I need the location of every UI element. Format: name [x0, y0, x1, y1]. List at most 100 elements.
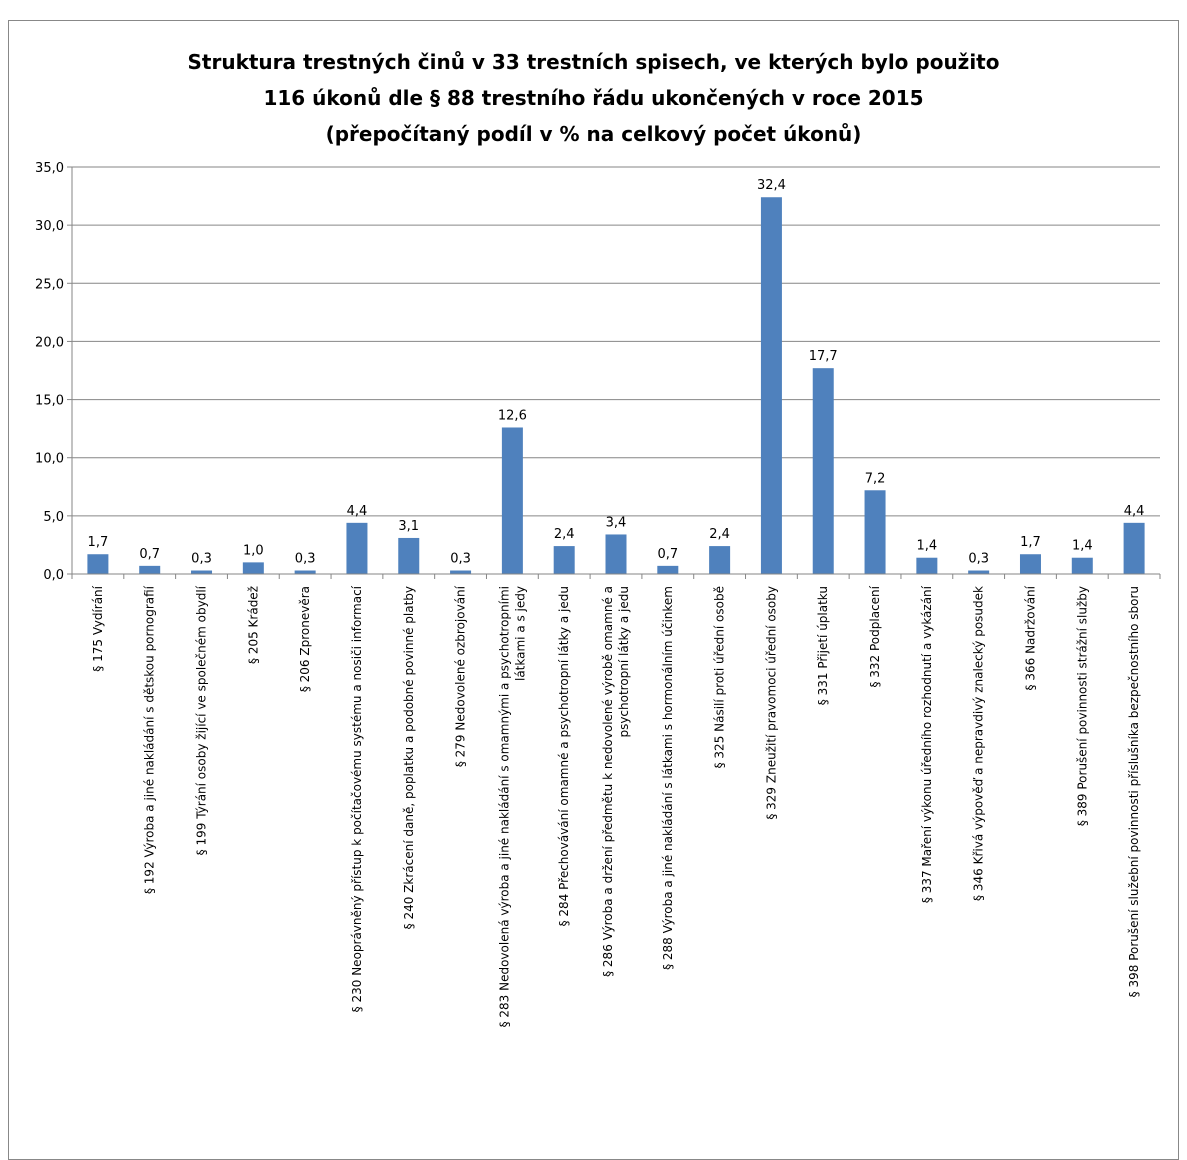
- bar: [864, 490, 886, 574]
- y-tick-label: 20,0: [35, 335, 64, 350]
- data-label: 0,3: [968, 552, 989, 567]
- data-label: 0,7: [139, 547, 160, 562]
- data-label: 2,4: [554, 527, 575, 542]
- data-label: 4,4: [347, 504, 368, 519]
- chart-title-line-2: 116 úkonů dle § 88 trestního řádu ukonče…: [263, 86, 924, 110]
- category-label: § 346 Křivá výpověď a nepravdivý znaleck…: [972, 586, 986, 901]
- bar: [553, 546, 575, 574]
- bars: [87, 197, 1145, 574]
- category-label-line: § 288 Výroba a jiné nakládání s látkami …: [661, 586, 675, 970]
- labels: 0,0 5,0 10,0 15,0 20,0 25,0 30,0 35,0 1,7 § 175 V…: [35, 161, 1144, 1027]
- category-label: § 230 Neoprávněný přístup k počítačovému…: [350, 585, 364, 1012]
- data-label: 0,7: [657, 547, 678, 562]
- bar: [242, 562, 264, 574]
- category-label: § 283 Nedovolená výroba a jiné nakládání…: [497, 586, 527, 1027]
- category-label: § 199 Týrání osoby žijící ve společném o…: [195, 585, 209, 855]
- category-label: § 337 Maření výkonu úředního rozhodnutí …: [920, 585, 934, 903]
- category-label: § 175 Vydírání: [91, 585, 105, 671]
- category-label: § 331 Přijetí úplatku: [816, 586, 830, 705]
- category-label-line: § 337 Maření výkonu úředního rozhodnutí …: [920, 585, 934, 903]
- category-label: § 332 Podplacení: [868, 585, 882, 687]
- bar: [605, 534, 627, 574]
- bar: [1019, 554, 1041, 574]
- data-label: 1,0: [243, 543, 264, 558]
- category-label: § 398 Porušení služební povinnosti přísl…: [1127, 586, 1141, 997]
- bar: [191, 570, 213, 574]
- category-label-line: § 346 Křivá výpověď a nepravdivý znaleck…: [972, 586, 986, 901]
- bar: [346, 522, 368, 574]
- category-label-line: § 389 Porušení povinnosti strážní služby: [1075, 586, 1089, 826]
- data-label: 32,4: [757, 178, 786, 193]
- category-label: § 279 Nedovolené ozbrojování: [454, 585, 468, 767]
- category-label-line: § 230 Neoprávněný přístup k počítačovému…: [350, 585, 364, 1012]
- chart-title: Struktura trestných činů v 33 trestních …: [0, 44, 1187, 152]
- bar: [398, 537, 420, 574]
- data-label: 1,7: [1020, 535, 1041, 550]
- category-label-line: § 398 Porušení služební povinnosti přísl…: [1127, 586, 1141, 997]
- category-label: § 366 Nadržování: [1023, 585, 1037, 690]
- bar: [139, 565, 161, 574]
- y-tick-label: 0,0: [43, 568, 64, 583]
- category-label-line: § 331 Přijetí úplatku: [816, 586, 830, 705]
- data-label: 17,7: [809, 349, 838, 364]
- category-label-line: § 192 Výroba a jiné nakládání s dětskou …: [143, 585, 157, 894]
- y-tick-label: 35,0: [35, 161, 64, 176]
- category-label: § 288 Výroba a jiné nakládání s látkami …: [661, 586, 675, 970]
- category-label-line: § 329 Zneužití pravomoci úřední osoby: [764, 586, 778, 820]
- bar: [968, 570, 990, 574]
- bar: [812, 368, 834, 574]
- bar: [760, 197, 782, 574]
- category-label: § 389 Porušení povinnosti strážní služby: [1075, 586, 1089, 826]
- gridlines: [72, 166, 1160, 517]
- category-label-line: § 366 Nadržování: [1023, 585, 1037, 690]
- category-label: § 240 Zkrácení daně, poplatku a podobné …: [402, 586, 416, 929]
- category-label-line: § 279 Nedovolené ozbrojování: [454, 585, 468, 767]
- data-label: 3,1: [398, 519, 419, 534]
- data-label: 2,4: [709, 527, 730, 542]
- bar: [501, 427, 523, 574]
- chart-title-line-1: Struktura trestných činů v 33 trestních …: [187, 50, 1000, 74]
- category-label-line: § 325 Násilí proti úřední osobě: [713, 586, 727, 768]
- data-label: 12,6: [498, 408, 527, 423]
- bar: [1071, 557, 1093, 574]
- category-label-line: § 283 Nedovolená výroba a jiné nakládání…: [497, 586, 511, 1027]
- category-label: § 205 Krádež: [246, 586, 260, 664]
- category-label-line: § 205 Krádež: [246, 586, 260, 664]
- data-label: 0,3: [295, 552, 316, 567]
- category-label-line: § 332 Podplacení: [868, 585, 882, 687]
- data-label: 1,4: [1072, 539, 1093, 554]
- y-tick-label: 30,0: [35, 219, 64, 234]
- data-label: 4,4: [1124, 504, 1145, 519]
- category-label-line: § 206 Zpronevěra: [298, 586, 312, 692]
- data-label: 7,2: [865, 471, 886, 486]
- y-tick-label: 15,0: [35, 394, 64, 409]
- y-tick-label: 10,0: [35, 452, 64, 467]
- bar: [450, 570, 472, 574]
- category-label-line: § 284 Přechovávání omamné a psychotropní…: [557, 586, 571, 926]
- bar: [1123, 522, 1145, 574]
- category-label: § 206 Zpronevěra: [298, 586, 312, 692]
- axes: [67, 166, 1161, 579]
- data-label: 3,4: [606, 515, 627, 530]
- category-label-line: § 175 Vydírání: [91, 585, 105, 671]
- category-label: § 284 Přechovávání omamné a psychotropní…: [557, 586, 571, 926]
- bar: [87, 554, 109, 574]
- chart-title-line-3: (přepočítaný podíl v % na celkový počet …: [325, 122, 862, 146]
- y-tick-label: 5,0: [43, 510, 64, 525]
- category-label-line: § 286 Výroba a držení předmětu k nedovol…: [601, 586, 615, 977]
- category-label: § 325 Násilí proti úřední osobě: [713, 586, 727, 768]
- category-label-line: látkami a s jedy: [513, 586, 527, 681]
- category-label: § 192 Výroba a jiné nakládání s dětskou …: [143, 585, 157, 894]
- bar: [294, 570, 316, 574]
- category-label: § 329 Zneužití pravomoci úřední osoby: [764, 586, 778, 820]
- y-tick-label: 25,0: [35, 277, 64, 292]
- category-label-line: § 199 Týrání osoby žijící ve společném o…: [195, 585, 209, 855]
- bar: [657, 565, 679, 574]
- data-label: 1,7: [88, 535, 109, 550]
- data-label: 0,3: [191, 552, 212, 567]
- bar: [916, 557, 938, 574]
- category-label-line: § 240 Zkrácení daně, poplatku a podobné …: [402, 586, 416, 929]
- data-label: 0,3: [450, 552, 471, 567]
- category-label: § 286 Výroba a držení předmětu k nedovol…: [601, 586, 631, 977]
